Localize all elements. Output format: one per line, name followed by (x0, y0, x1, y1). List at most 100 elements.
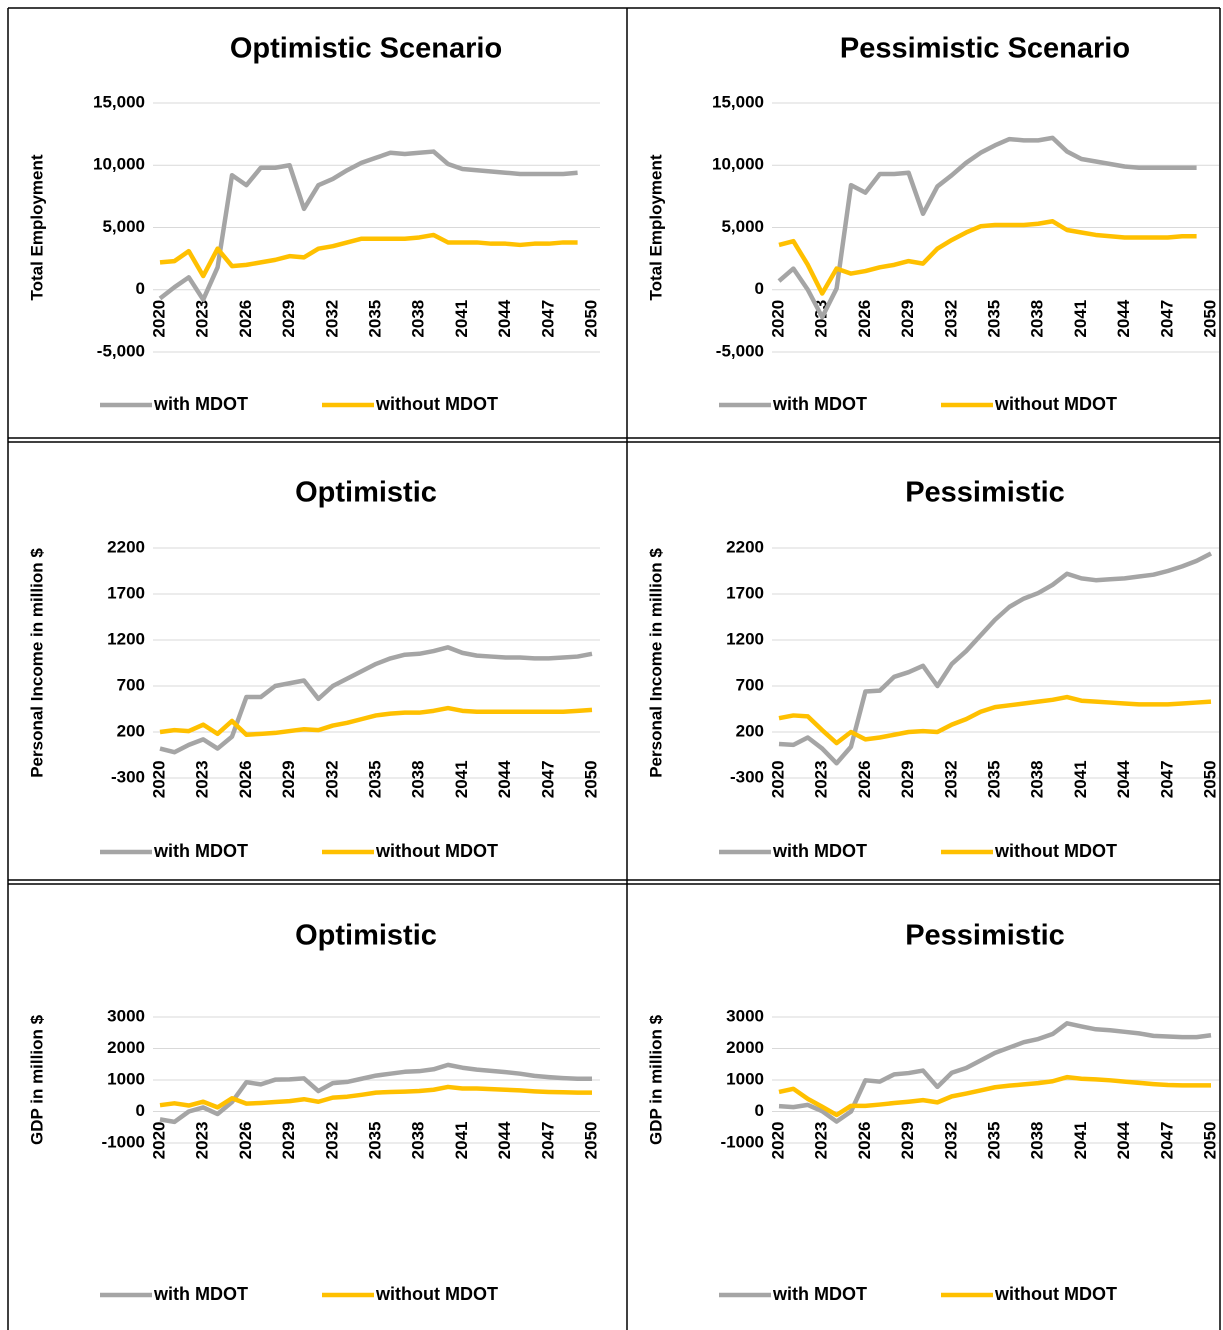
legend-label: with MDOT (153, 841, 248, 861)
x-tick-label: 2047 (538, 300, 557, 338)
y-tick-label: 200 (736, 721, 764, 740)
x-tick-label: 2047 (1157, 1122, 1176, 1160)
x-tick-label: 2035 (365, 300, 384, 338)
y-tick-label: 0 (136, 279, 145, 298)
x-tick-label: 2047 (538, 1122, 557, 1160)
x-tick-label: 2032 (941, 1122, 960, 1160)
y-tick-label: 1200 (107, 629, 145, 648)
chart: Pessimistic GDP in million $ -1000 0 1000 200… (646, 920, 1219, 1304)
y-tick-label: -300 (730, 767, 764, 786)
x-tick-label: 2041 (1071, 760, 1090, 798)
y-tick-label: 2200 (107, 537, 145, 556)
y-tick-label: -1000 (102, 1132, 145, 1151)
chart: Optimistic Scenario Total Employment -5,00… (27, 33, 600, 414)
x-tick-label: 2032 (322, 1122, 341, 1160)
x-tick-label: 2029 (898, 1122, 917, 1160)
chart-title: Pessimistic (905, 920, 1065, 952)
y-tick-label: 10,000 (93, 155, 145, 174)
y-tick-label: 700 (117, 675, 145, 694)
y-tick-label: 1700 (107, 583, 145, 602)
line-series (778, 551, 1213, 766)
legend-label: without MDOT (994, 841, 1117, 861)
table-borders (7, 7, 1221, 1330)
x-tick-label: 2023 (812, 1122, 831, 1160)
x-tick-label: 2029 (279, 300, 298, 338)
y-tick-label: 10,000 (712, 155, 764, 174)
y-tick-label: 1000 (107, 1069, 145, 1088)
x-tick-label: 2026 (236, 1122, 255, 1160)
x-tick-label: 2038 (409, 1122, 428, 1160)
y-tick-label: 200 (117, 721, 145, 740)
x-tick-label: 2050 (1200, 1122, 1219, 1160)
x-tick-label: 2044 (1114, 299, 1133, 337)
x-tick-label: 2035 (365, 1122, 384, 1160)
y-tick-label: 15,000 (712, 92, 764, 111)
x-tick-label: 2050 (581, 1122, 600, 1160)
y-tick-label: 2200 (726, 537, 764, 556)
x-tick-label: 2026 (855, 1122, 874, 1160)
chart-title: Pessimistic Scenario (840, 33, 1130, 65)
x-tick-label: 2050 (581, 760, 600, 798)
line-series (778, 1021, 1212, 1124)
legend-label: with MDOT (153, 1284, 248, 1304)
x-tick-label: 2050 (1200, 300, 1219, 338)
chart: Pessimistic Scenario Total Employment -5,0… (646, 33, 1219, 414)
y-tick-label: 0 (755, 279, 764, 298)
x-tick-label: 2050 (1200, 760, 1219, 798)
chart-title: Optimistic (295, 477, 437, 509)
legend-label: with MDOT (772, 394, 867, 414)
x-tick-label: 2020 (149, 1122, 168, 1160)
x-tick-label: 2047 (1157, 300, 1176, 338)
x-tick-label: 2029 (898, 300, 917, 338)
x-tick-label: 2029 (279, 760, 298, 798)
x-tick-label: 2023 (193, 300, 212, 338)
x-tick-label: 2047 (538, 760, 557, 798)
x-tick-label: 2035 (365, 760, 384, 798)
x-tick-label: 2050 (581, 300, 600, 338)
x-tick-label: 2035 (984, 1122, 1003, 1160)
y-tick-label: 700 (736, 675, 764, 694)
x-tick-label: 2044 (495, 299, 514, 337)
x-tick-label: 2020 (768, 1122, 787, 1160)
chart: Optimistic GDP in million $ -1000 0 1000 2000… (27, 920, 600, 1304)
x-tick-label: 2020 (768, 760, 787, 798)
y-tick-label: 5,000 (721, 217, 764, 236)
line-series (159, 1062, 592, 1125)
x-tick-label: 2032 (941, 300, 960, 338)
y-tick-label: 1700 (726, 583, 764, 602)
x-tick-label: 2041 (452, 300, 471, 338)
chart-title: Optimistic Scenario (230, 33, 502, 65)
y-tick-label: 2000 (107, 1038, 145, 1057)
y-tick-label: 0 (755, 1101, 764, 1120)
x-tick-label: 2038 (1028, 300, 1047, 338)
legend-label: without MDOT (375, 841, 498, 861)
legend-label: without MDOT (375, 394, 498, 414)
x-tick-label: 2044 (495, 760, 514, 798)
chart-title: Pessimistic (905, 477, 1065, 509)
x-tick-label: 2026 (236, 760, 255, 798)
x-tick-label: 2038 (1028, 760, 1047, 798)
x-tick-label: 2023 (812, 760, 831, 798)
x-tick-label: 2032 (322, 760, 341, 798)
y-tick-label: 3000 (107, 1006, 145, 1025)
x-tick-label: 2038 (409, 760, 428, 798)
y-tick-label: -300 (111, 767, 145, 786)
y-tick-label: 2000 (726, 1038, 764, 1057)
x-tick-label: 2038 (1028, 1122, 1047, 1160)
line-series (778, 694, 1212, 746)
line-series (159, 705, 593, 738)
y-tick-label: 0 (136, 1101, 145, 1120)
y-axis-title: Personal Income in million $ (646, 548, 665, 778)
x-tick-label: 2026 (855, 300, 874, 338)
x-tick-label: 2026 (855, 760, 874, 798)
y-axis-title: Total Employment (646, 154, 665, 300)
x-tick-label: 2047 (1157, 760, 1176, 798)
y-axis-title: Total Employment (27, 154, 46, 300)
x-tick-label: 2020 (768, 300, 787, 338)
chart: Optimistic Personal Income in million $ -3… (27, 477, 600, 861)
x-tick-label: 2044 (495, 1121, 514, 1159)
x-tick-label: 2035 (984, 760, 1003, 798)
x-tick-label: 2041 (1071, 300, 1090, 338)
line-series (159, 232, 578, 279)
